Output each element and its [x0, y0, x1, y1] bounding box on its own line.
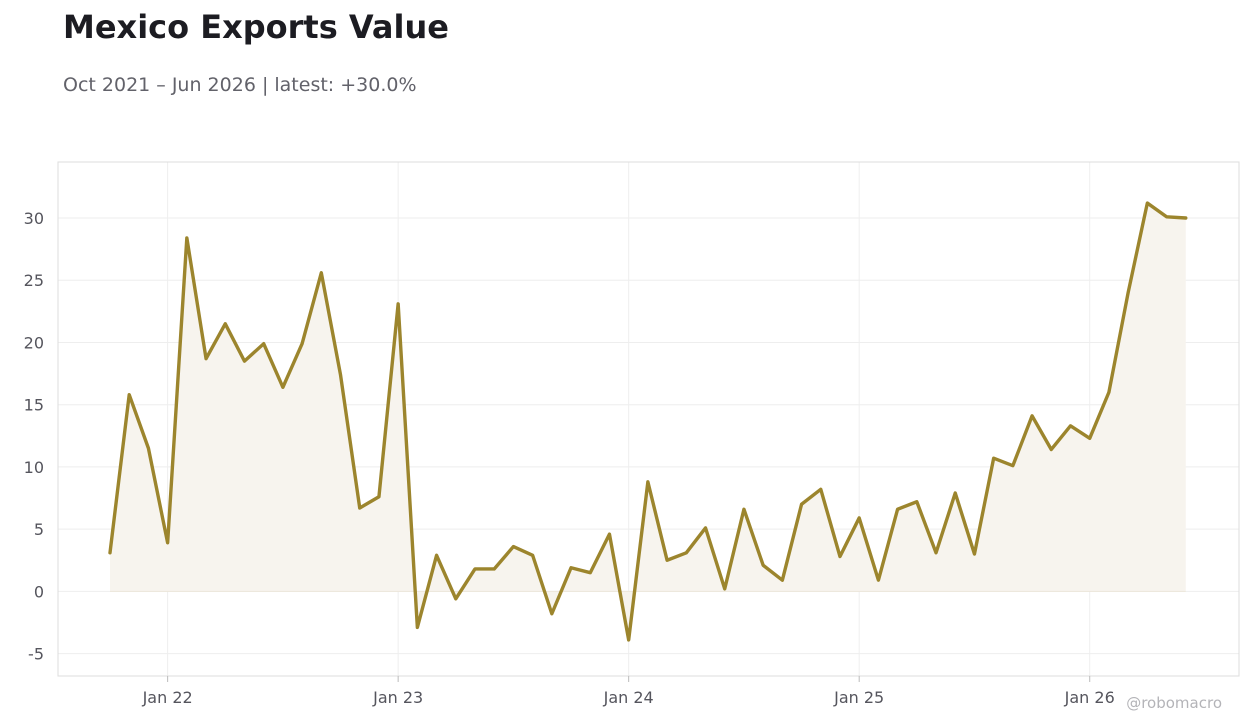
data-point — [589, 571, 592, 574]
data-point — [685, 551, 688, 554]
data-point — [857, 516, 861, 520]
x-tick-label: Jan 22 — [142, 688, 193, 707]
data-point — [1011, 464, 1015, 467]
data-point — [147, 447, 150, 450]
data-point — [761, 564, 765, 567]
data-point — [627, 638, 630, 642]
data-point — [185, 236, 189, 240]
data-point — [838, 555, 842, 558]
y-axis-ticks: -5 0 5 10 15 20 25 30 — [24, 209, 44, 664]
data-point — [915, 500, 919, 503]
data-point — [569, 566, 573, 569]
data-point — [954, 491, 957, 495]
data-point — [300, 342, 304, 345]
y-tick-label: 0 — [34, 582, 44, 601]
y-tick-label: 20 — [24, 333, 44, 352]
data-point — [704, 526, 707, 530]
y-tick-label: -5 — [28, 645, 44, 664]
y-tick-label: 25 — [24, 271, 44, 290]
y-tick-label: 5 — [34, 520, 44, 539]
data-point — [1069, 424, 1072, 428]
data-point — [819, 488, 822, 491]
y-tick-label: 15 — [24, 396, 44, 415]
data-point — [1165, 215, 1168, 218]
data-point — [665, 559, 669, 562]
data-point — [934, 551, 938, 554]
chart-subtitle: Oct 2021 – Jun 2026 | latest: +30.0% — [63, 74, 417, 96]
data-point — [512, 545, 515, 548]
data-point — [531, 554, 534, 557]
data-point — [1107, 391, 1111, 394]
y-tick-label: 30 — [24, 209, 44, 228]
chart-title: Mexico Exports Value — [63, 8, 449, 46]
data-point — [723, 587, 726, 591]
data-point — [320, 271, 323, 274]
data-point — [416, 626, 419, 629]
x-tick-label: Jan 25 — [833, 688, 884, 707]
data-point — [281, 386, 285, 389]
data-point — [608, 532, 611, 536]
x-tick-label: Jan 24 — [603, 688, 654, 707]
data-point — [454, 597, 457, 601]
data-point — [243, 359, 246, 363]
x-axis-ticks: Jan 22 Jan 23 Jan 24 Jan 25 Jan 26 — [142, 676, 1115, 707]
data-point — [742, 508, 746, 511]
data-point — [1146, 201, 1149, 205]
data-point — [262, 342, 265, 345]
data-point — [1088, 437, 1091, 440]
data-point — [128, 393, 131, 396]
data-point — [339, 373, 342, 377]
watermark: @robomacro — [1126, 694, 1222, 712]
data-point — [396, 302, 400, 306]
data-point — [473, 567, 477, 571]
x-tick-label: Jan 23 — [372, 688, 423, 707]
data-point — [973, 552, 976, 556]
data-point — [435, 554, 438, 557]
data-point — [800, 503, 803, 506]
x-tick-label: Jan 26 — [1064, 688, 1115, 707]
data-point — [646, 480, 650, 484]
data-point — [204, 357, 208, 360]
data-point — [377, 495, 381, 498]
data-point — [781, 578, 784, 582]
data-point — [1030, 414, 1034, 418]
data-point — [358, 506, 361, 510]
data-point — [550, 612, 554, 615]
data-point — [896, 508, 899, 511]
area-fill — [110, 203, 1186, 640]
data-point — [1126, 291, 1130, 294]
data-point — [224, 322, 227, 325]
data-point — [877, 578, 880, 582]
data-point — [108, 551, 112, 554]
data-point — [166, 541, 169, 545]
data-point — [1184, 216, 1187, 220]
data-points — [108, 201, 1187, 642]
data-point — [992, 457, 995, 460]
data-point — [493, 567, 496, 571]
y-tick-label: 10 — [24, 458, 44, 477]
data-point — [1050, 448, 1053, 451]
plot-frame — [57, 161, 1240, 677]
